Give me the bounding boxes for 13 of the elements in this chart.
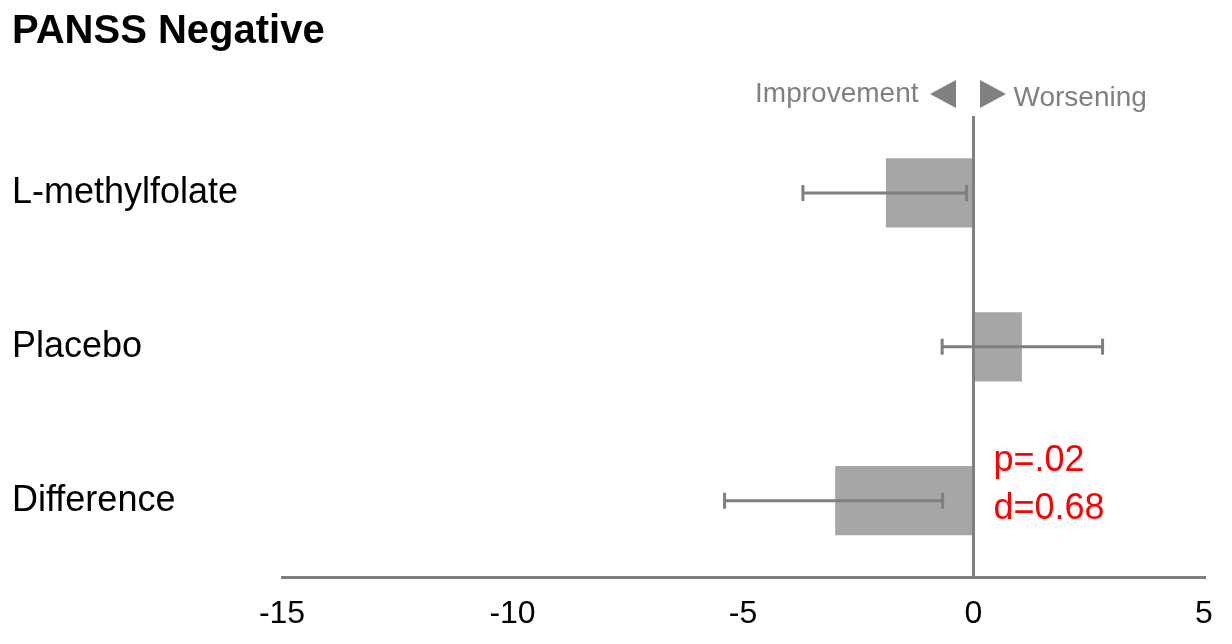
annotation: d=0.68 [993,485,1105,527]
y-tick-label: L-methylfolate [12,169,239,211]
x-tick-label: 0 [964,593,983,630]
text: Improvement [755,76,919,108]
text: Worsening [1013,80,1147,112]
chart-title: PANSS Negative [12,7,325,52]
y-tick-label: Placebo [12,323,143,365]
x-tick-label: -15 [258,593,306,630]
x-tick-label: -5 [728,593,758,630]
x-tick-label: -10 [489,593,536,630]
x-tick-label: 5 [1195,593,1213,630]
y-tick-label: Difference [12,477,176,519]
annotation: p=.02 [993,437,1085,479]
